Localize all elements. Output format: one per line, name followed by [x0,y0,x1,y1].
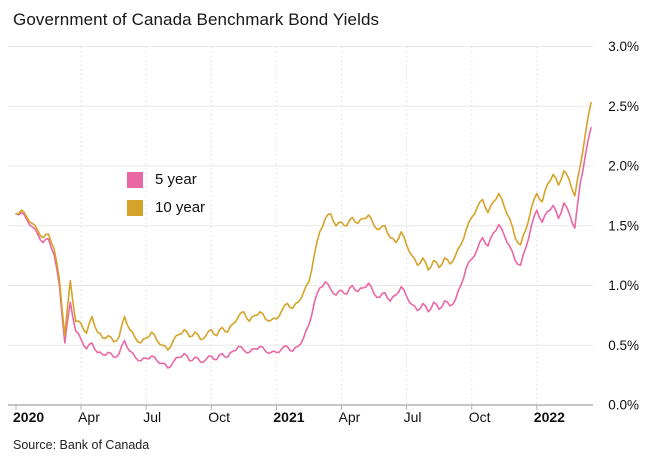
x-tick-label: 2021 [273,409,304,425]
y-tick-label: 2.5% [608,99,639,114]
legend-label-5-year: 5 year [155,171,197,188]
y-tick-label: 0.0% [608,398,639,413]
x-tick-label: Jul [404,409,422,425]
x-tick-label: Apr [339,409,361,425]
line-5-year [15,127,592,369]
y-tick-label: 1.0% [608,278,639,293]
legend-swatch-5-year [127,171,143,188]
y-tick-label: 2.0% [608,159,639,174]
x-tick-label: 2022 [534,409,565,425]
legend-label-10-year: 10 year [155,199,206,216]
chart-title: Government of Canada Benchmark Bond Yiel… [13,10,380,29]
x-tick-label: Jul [143,409,161,425]
y-tick-label: 1.5% [608,218,639,233]
chart-legend: 5 year 10 year [127,171,205,216]
x-tick-label: Oct [469,409,491,425]
source-note: Source: Bank of Canada [13,438,150,452]
legend-swatch-10-year [127,199,143,216]
y-tick-label: 3.0% [608,39,639,54]
x-tick-label: 2020 [13,409,44,425]
line-10-year [15,101,592,351]
y-tick-label: 0.5% [608,338,639,353]
x-tick-label: Apr [78,409,100,425]
legend-item-5-year: 5 year [127,171,205,188]
x-tick-label: Oct [208,409,230,425]
legend-item-10-year: 10 year [127,199,205,216]
